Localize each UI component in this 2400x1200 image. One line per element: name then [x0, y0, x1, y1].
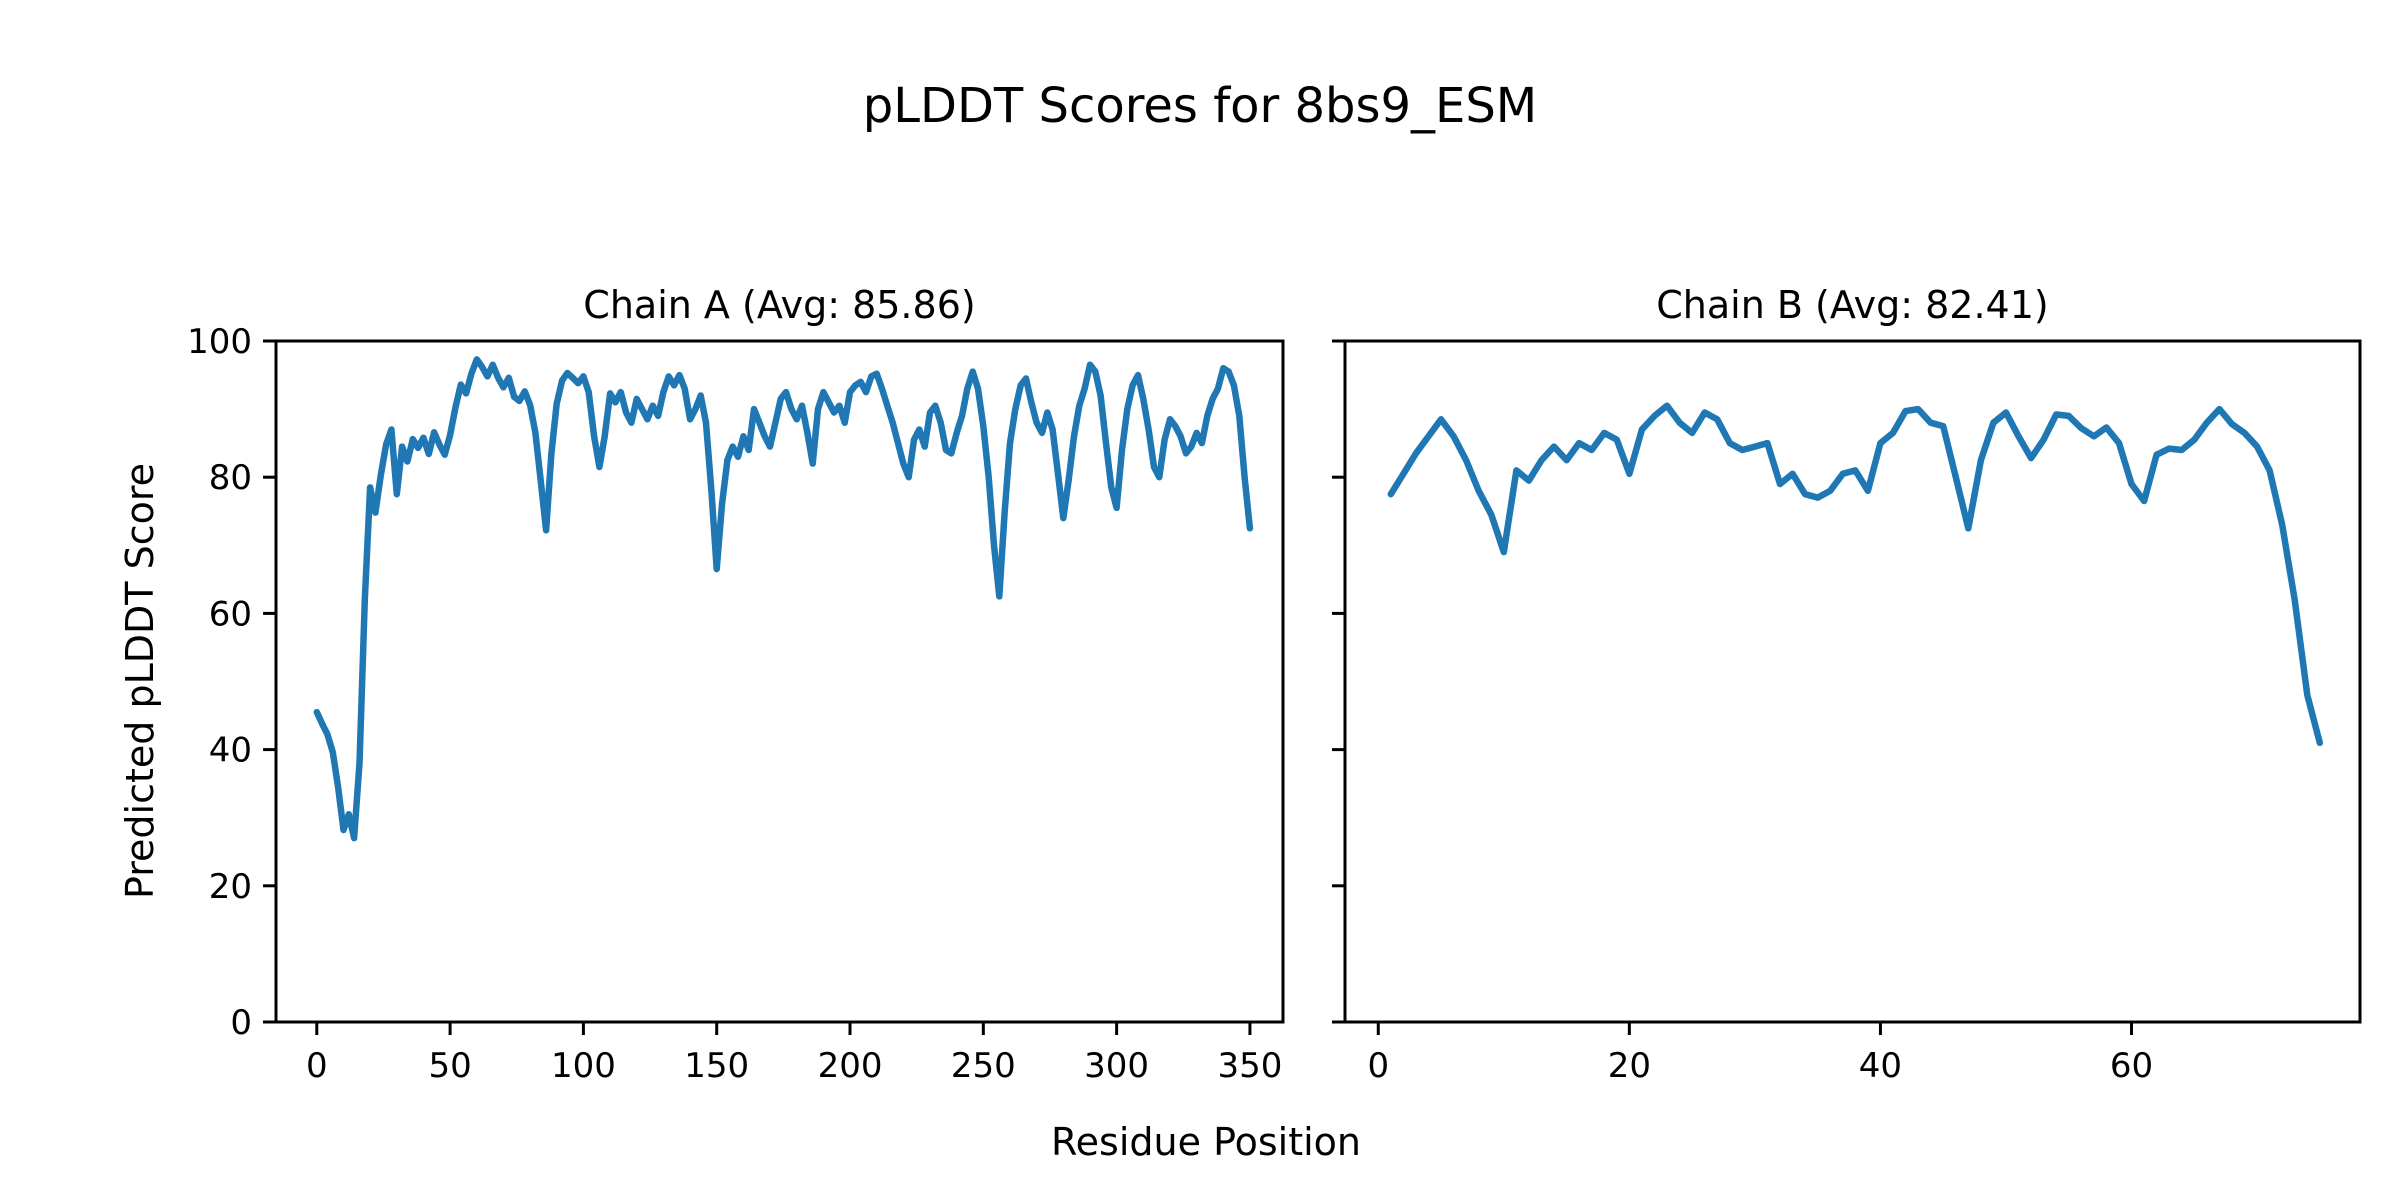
figure-title: pLDDT Scores for 8bs9_ESM — [862, 78, 1538, 134]
x-axis-label: Residue Position — [1050, 1120, 1362, 1164]
x-tick-label: 350 — [1217, 1046, 1282, 1086]
y-tick-label: 40 — [209, 731, 252, 771]
y-tick-label: 80 — [209, 458, 252, 498]
chain-b-title: Chain B (Avg: 82.41) — [1656, 283, 2049, 327]
y-tick-label: 100 — [187, 322, 252, 362]
chain-a-title: Chain A (Avg: 85.86) — [583, 283, 976, 327]
chain-a-axes: 0 50 100 150 200 250 300 350 0 20 40 60 80 100 — [187, 322, 1285, 1086]
x-tick-label: 150 — [684, 1046, 749, 1086]
plddt-line — [313, 356, 1254, 842]
x-tick-label: 40 — [1859, 1046, 1902, 1086]
x-tick-label: 0 — [1367, 1046, 1389, 1086]
axes-spines — [274, 339, 1285, 1024]
chain-b-axes: 0 20 40 60 — [1332, 339, 2362, 1086]
x-tick-label: 250 — [951, 1046, 1016, 1086]
x-tick-label: 60 — [2110, 1046, 2153, 1086]
y-tick-label: 20 — [209, 867, 252, 907]
x-tick-label: 50 — [428, 1046, 471, 1086]
y-axis-label: Predicted pLDDT Score — [118, 463, 162, 899]
x-tick-label: 300 — [1084, 1046, 1149, 1086]
plddt-line — [1387, 402, 2324, 747]
axes-spines — [1343, 339, 2362, 1024]
x-tick-label: 20 — [1608, 1046, 1651, 1086]
x-tick-label: 0 — [306, 1046, 328, 1086]
x-tick-label: 100 — [551, 1046, 616, 1086]
y-tick-label: 60 — [209, 594, 252, 634]
y-tick-label: 0 — [230, 1003, 252, 1043]
x-tick-label: 200 — [818, 1046, 883, 1086]
